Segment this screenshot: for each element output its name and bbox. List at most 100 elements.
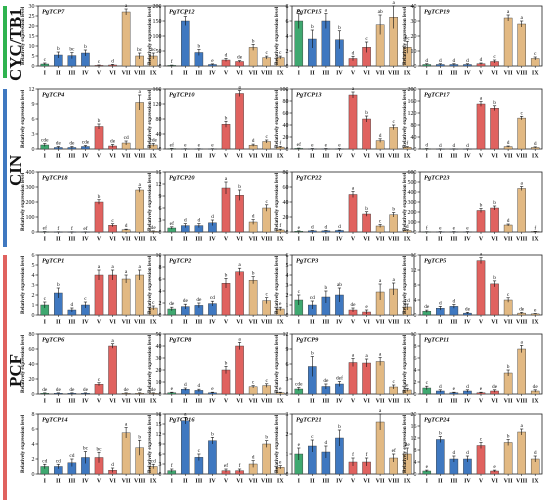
significance-letter: e bbox=[439, 226, 442, 232]
x-tick-label: VIII bbox=[134, 71, 146, 77]
y-tick-label: 6 bbox=[32, 427, 35, 433]
significance-letter: b bbox=[225, 272, 228, 278]
significance-letter: d bbox=[325, 225, 328, 231]
x-tick-label: VIII bbox=[516, 71, 528, 77]
y-tick-label: 50 bbox=[156, 49, 162, 55]
y-tick-label: 10 bbox=[156, 253, 162, 259]
bar bbox=[108, 274, 117, 316]
significance-letter: b bbox=[338, 424, 341, 430]
y-axis-label: Relatively expression level bbox=[402, 255, 408, 314]
x-tick-label: VIII bbox=[134, 320, 146, 326]
x-tick-label: I bbox=[426, 71, 429, 77]
x-tick-label: IX bbox=[532, 154, 539, 160]
significance-letter: d bbox=[439, 300, 442, 306]
x-tick-label: III bbox=[68, 237, 76, 243]
bar bbox=[490, 107, 499, 150]
bar bbox=[348, 94, 358, 150]
chart-title: PgTCP22 bbox=[296, 175, 322, 182]
y-axis-label: Relatively expression level bbox=[147, 172, 153, 231]
significance-letter: d bbox=[125, 223, 128, 229]
significance-letter: d bbox=[453, 58, 456, 64]
y-tick-label: 60 bbox=[283, 111, 289, 117]
x-tick-label: I bbox=[44, 479, 47, 485]
y-tick-label: 400 bbox=[26, 170, 35, 176]
x-tick-label: V bbox=[97, 320, 102, 326]
y-tick-label: 20 bbox=[156, 368, 162, 374]
x-tick-label: VI bbox=[363, 71, 370, 77]
bar bbox=[348, 194, 358, 233]
y-tick-label: 0 bbox=[159, 472, 162, 478]
y-tick-label: 2 bbox=[414, 380, 417, 386]
significance-letter: de bbox=[237, 55, 243, 61]
y-tick-label: 100 bbox=[26, 215, 35, 221]
y-tick-label: 2 bbox=[286, 293, 289, 299]
y-tick-label: 4 bbox=[414, 460, 417, 466]
significance-letter: de bbox=[533, 384, 539, 390]
significance-letter: ef bbox=[170, 141, 174, 148]
significance-letter: de bbox=[42, 387, 48, 393]
significance-letter: c bbox=[379, 219, 382, 225]
y-axis-label: Relatively expression level bbox=[274, 6, 280, 65]
significance-letter: d bbox=[439, 384, 442, 390]
significance-letter: bc bbox=[151, 47, 157, 53]
significance-letter: d bbox=[480, 57, 483, 63]
x-tick-label: II bbox=[183, 154, 188, 160]
chart-title: PgTCP20 bbox=[169, 175, 195, 182]
y-tick-label: 25 bbox=[29, 14, 35, 20]
significance-letter: b bbox=[493, 200, 496, 206]
y-tick-label: 12 bbox=[156, 182, 162, 188]
bar bbox=[476, 445, 486, 475]
x-tick-label: IV bbox=[82, 154, 89, 160]
y-axis-label: Relatively expression level bbox=[20, 89, 26, 148]
y-tick-label: 3 bbox=[286, 283, 289, 289]
x-tick-label: VI bbox=[109, 479, 116, 485]
significance-letter: d bbox=[425, 58, 428, 64]
significance-letter: e bbox=[365, 304, 368, 310]
x-tick-label: VII bbox=[122, 399, 132, 405]
x-tick-label: IX bbox=[277, 479, 284, 485]
x-tick-label: I bbox=[426, 399, 429, 405]
significance-letter: c bbox=[265, 199, 268, 205]
x-tick-label: II bbox=[56, 71, 61, 77]
x-tick-label: VII bbox=[249, 320, 259, 326]
significance-letter: a bbox=[125, 422, 128, 428]
x-tick-label: VI bbox=[109, 320, 116, 326]
significance-letter: a bbox=[520, 339, 523, 345]
y-tick-label: 30 bbox=[29, 4, 35, 10]
significance-letter: c bbox=[152, 300, 155, 306]
significance-letter: e bbox=[493, 464, 496, 470]
significance-letter: c bbox=[265, 134, 268, 140]
x-tick-label: IV bbox=[82, 71, 89, 77]
bar bbox=[375, 361, 385, 395]
significance-letter: a bbox=[480, 96, 483, 102]
significance-letter: d bbox=[453, 299, 456, 305]
significance-letter: c bbox=[279, 50, 282, 56]
y-tick-label: 9 bbox=[32, 102, 35, 108]
significance-letter: a bbox=[98, 264, 101, 270]
x-tick-label: II bbox=[310, 320, 315, 326]
y-axis-label: Relatively expression level bbox=[20, 6, 26, 65]
y-tick-label: 20 bbox=[29, 377, 35, 383]
significance-letter: e bbox=[325, 143, 328, 149]
x-tick-label: I bbox=[426, 237, 429, 243]
bar bbox=[94, 201, 104, 233]
x-tick-label: IV bbox=[336, 71, 343, 77]
significance-letter: f bbox=[352, 451, 354, 458]
y-tick-label: 8 bbox=[414, 283, 417, 289]
significance-letter: a bbox=[379, 278, 382, 284]
x-tick-label: IV bbox=[209, 399, 216, 405]
x-tick-label: V bbox=[224, 479, 229, 485]
significance-letter: a bbox=[298, 8, 301, 14]
x-tick-label: IX bbox=[277, 320, 284, 326]
x-tick-label: VII bbox=[122, 71, 132, 77]
significance-letter: c bbox=[84, 296, 87, 302]
y-tick-label: 0 bbox=[32, 313, 35, 319]
significance-letter: bc bbox=[96, 446, 102, 452]
y-tick-label: 2 bbox=[32, 293, 35, 299]
chart-title: PgTCP3 bbox=[296, 258, 319, 265]
significance-letter: c bbox=[392, 379, 395, 385]
y-axis-label: Relatively expression level bbox=[20, 414, 26, 473]
significance-letter: a bbox=[238, 336, 241, 342]
x-tick-label: VI bbox=[236, 320, 243, 326]
